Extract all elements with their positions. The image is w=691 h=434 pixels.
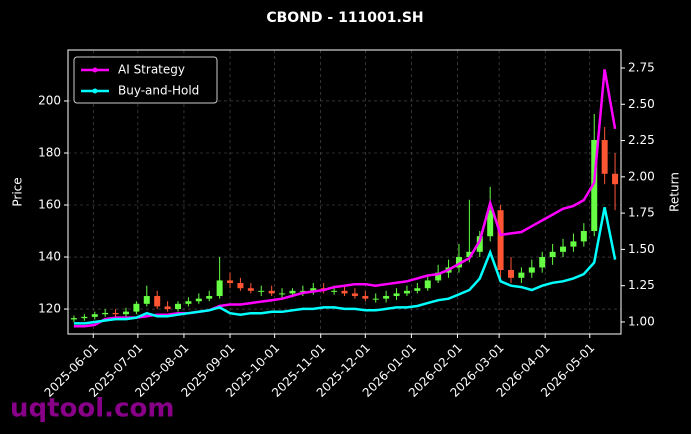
legend-marker — [92, 67, 98, 73]
y-tick-label: 200 — [38, 93, 61, 107]
candle-body — [164, 306, 171, 310]
y2-tick-label: 1.25 — [628, 278, 655, 292]
candle-body — [487, 210, 494, 237]
candle-body — [70, 318, 77, 320]
candle-body — [206, 296, 213, 299]
candle-body — [279, 293, 286, 295]
candle-body — [299, 290, 306, 292]
plot-frame — [67, 49, 622, 335]
y2-tick-label: 2.00 — [628, 169, 655, 183]
candle-body — [227, 280, 234, 284]
legend-label: Buy-and-Hold — [118, 84, 199, 98]
candle-body — [560, 246, 567, 252]
candle-body — [528, 267, 535, 273]
candle-body — [247, 288, 254, 291]
y-tick-label: 120 — [38, 302, 61, 316]
candle-body — [112, 312, 119, 315]
candle-body — [185, 301, 192, 304]
candle-body — [362, 296, 369, 299]
candle-body — [341, 290, 348, 294]
candle-body — [476, 236, 483, 252]
y-tick-label: 160 — [38, 198, 61, 212]
candle-body — [424, 280, 431, 289]
candle-body — [570, 241, 577, 247]
candle-body — [154, 296, 161, 307]
candle-body — [612, 173, 619, 185]
candle-body — [435, 272, 442, 281]
candle-body — [289, 290, 296, 294]
candle-body — [518, 272, 525, 278]
candle-body — [591, 139, 598, 232]
legend-label: AI Strategy — [118, 63, 185, 77]
y2-tick-label: 1.50 — [628, 242, 655, 256]
y2-tick-label: 1.00 — [628, 314, 655, 328]
y2-tick-label: 2.50 — [628, 97, 655, 111]
y-axis-label: Price — [11, 177, 25, 206]
candle-body — [331, 290, 338, 292]
candle-body — [351, 293, 358, 297]
candle-body — [414, 288, 421, 291]
y-tick-label: 140 — [38, 250, 61, 264]
candle-body — [216, 280, 223, 297]
chart-title: CBOND - 111001.SH — [266, 10, 423, 26]
candle-body — [497, 210, 504, 271]
candle-body — [91, 314, 98, 317]
candle-body — [549, 251, 556, 258]
candle-body — [403, 290, 410, 294]
candle-body — [507, 270, 514, 278]
legend-marker — [92, 88, 98, 94]
candle-body — [195, 298, 202, 302]
candle-body — [258, 290, 265, 292]
candle-body — [393, 293, 400, 297]
candle-body — [81, 316, 88, 319]
y2-tick-label: 2.25 — [628, 133, 655, 147]
y2-tick-label: 1.75 — [628, 206, 655, 220]
candle-body — [310, 288, 317, 291]
candle-body — [122, 311, 129, 315]
candle-body — [268, 290, 275, 294]
y-tick-label: 180 — [38, 145, 61, 159]
y2-tick-label: 2.75 — [628, 60, 655, 74]
candle-body — [539, 257, 546, 268]
candle-body — [237, 283, 244, 289]
watermark: uqtool.com — [10, 394, 174, 424]
candle-body — [372, 298, 379, 300]
candle-body — [383, 296, 390, 299]
legend-box — [73, 56, 218, 104]
candle-body — [601, 139, 608, 174]
line — [73, 69, 617, 328]
candle-body — [580, 231, 587, 242]
candle-body — [466, 251, 473, 258]
candle-body — [455, 257, 462, 268]
candle-body — [102, 312, 109, 315]
candle-body — [175, 303, 182, 310]
candle-body — [133, 303, 140, 312]
y2-axis-label: Return — [668, 172, 682, 212]
candle-body — [143, 296, 150, 304]
line — [73, 207, 617, 325]
